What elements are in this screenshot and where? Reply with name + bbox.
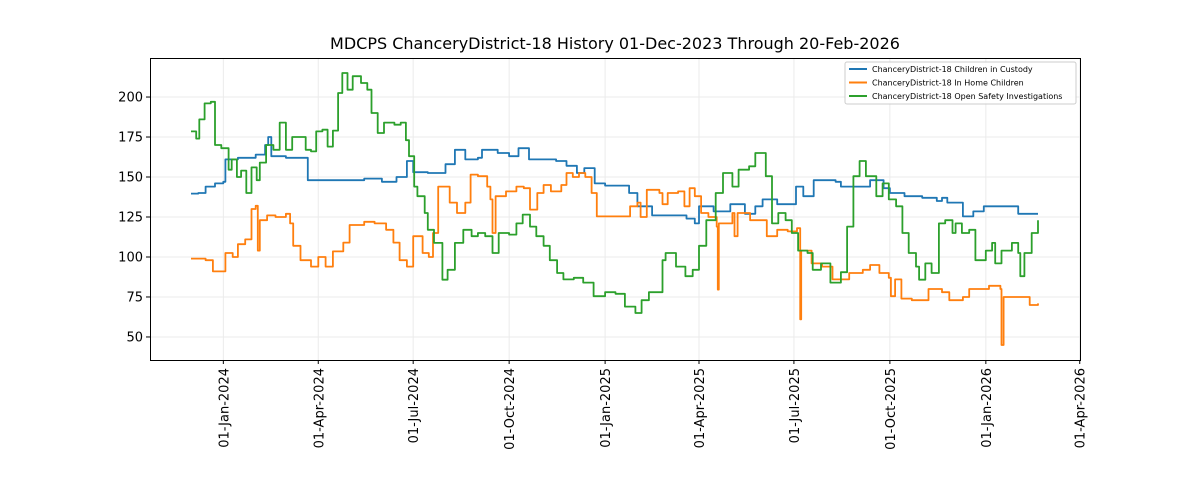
y-tick-label: 175 — [118, 131, 143, 146]
series-line-1 — [191, 172, 1039, 346]
legend-label: ChanceryDistrict-18 Open Safety Investig… — [872, 92, 1062, 101]
plot-frame — [150, 58, 1081, 361]
x-tick-label: 01-Apr-2025 — [693, 368, 708, 448]
x-tick-label: 01-Apr-2026 — [1074, 368, 1089, 448]
y-tick-label: 75 — [126, 290, 143, 305]
x-tick-label: 01-Jan-2026 — [980, 368, 995, 448]
chart-title: MDCPS ChanceryDistrict-18 History 01-Dec… — [330, 34, 900, 53]
x-tick-label: 01-Jul-2025 — [788, 368, 803, 443]
y-tick-label: 100 — [118, 250, 143, 265]
y-tick-label: 125 — [118, 210, 143, 225]
x-tick-label: 01-Apr-2024 — [312, 368, 327, 448]
legend-label: ChanceryDistrict-18 Children in Custody — [872, 65, 1033, 74]
series-line-0 — [191, 136, 1038, 225]
legend: ChanceryDistrict-18 Children in Custody C… — [844, 61, 1077, 105]
x-tick-label: 01-Jul-2024 — [407, 368, 422, 443]
x-tick-label: 01-Oct-2024 — [503, 368, 518, 450]
y-tick-label: 150 — [118, 171, 143, 186]
legend-label: ChanceryDistrict-18 In Home Children — [872, 79, 1024, 88]
legend-box — [844, 61, 1077, 105]
y-tick-label: 50 — [126, 330, 143, 345]
x-axis: 01-Jan-2024 01-Apr-2024 01-Jul-2024 01-Oct-… — [217, 360, 1089, 450]
series-lines — [191, 72, 1039, 346]
y-axis: 50 75 100 125 150 175 200 — [118, 91, 150, 345]
y-tick-label: 200 — [118, 91, 143, 106]
x-tick-label: 01-Oct-2025 — [884, 368, 899, 450]
series-line-2 — [191, 72, 1039, 314]
x-tick-label: 01-Jan-2025 — [599, 368, 614, 448]
x-tick-label: 01-Jan-2024 — [217, 368, 232, 448]
